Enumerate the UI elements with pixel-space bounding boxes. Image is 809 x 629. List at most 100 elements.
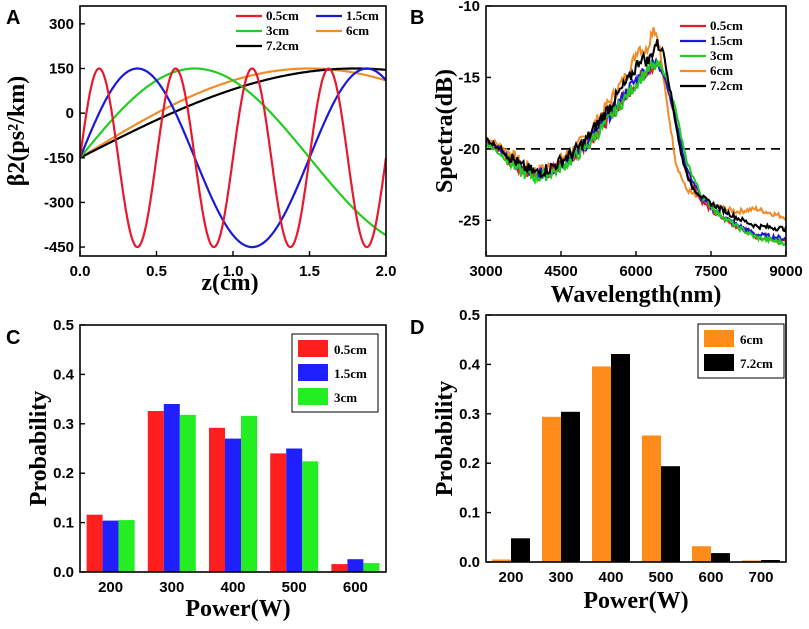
y-tick-label: 0.0 [53,564,74,581]
legend-label: 0.5cm [710,18,743,33]
bar-7.2cm-400 [611,354,630,562]
y-axis-label: Probability [26,391,52,507]
x-tick-label: 300 [548,569,573,586]
panel-label: B [410,7,424,29]
series-line-6cm [80,67,386,159]
panel-d: 200 300 400 500 600 700 0.0 0.1 0.2 0.3 0.4 0.5 D Pow… [410,307,787,614]
panel-label: D [410,317,424,339]
y-tick-label: 0.5 [53,317,74,334]
panel-a: 300 150 0 -150 -300 -450 0.0 0.5 1.0 1.5 2.0 Az(cm)… [4,5,396,296]
x-tick-label: 9000 [769,263,802,280]
x-axis-label: z(cm) [201,270,258,296]
bar-3cm-600 [363,563,380,572]
x-axis-label: Power(W) [583,588,688,614]
y-axis-label: Spectra(dB) [432,69,458,193]
y-tick-label: 0.2 [53,465,74,482]
bar-6cm-300 [542,416,561,562]
bar-0.5cm-400 [209,427,225,572]
bar-1.5cm-200 [102,520,119,572]
x-tick-label: 7500 [694,263,727,280]
x-tick-label: 1.0 [223,263,244,280]
bar-1.5cm-500 [286,448,303,572]
legend-label: 1.5cm [710,33,743,48]
bar-7.2cm-700 [761,560,780,562]
y-tick-label: 0.0 [459,554,480,571]
x-tick-label: 3000 [469,263,502,280]
legend-label: 3cm [710,48,733,63]
x-axis-label: Power(W) [185,596,290,622]
bar-3cm-200 [118,520,135,572]
y-tick-label: 0.1 [53,515,74,532]
x-tick-label: 600 [343,579,368,596]
y-tick-label: -10 [458,0,480,15]
legend-label: 0.5cm [266,8,299,23]
x-tick-label: 4500 [544,263,577,280]
series-line-3cm [486,58,786,247]
y-tick-label: -300 [44,194,74,211]
y-tick-label: 0.3 [459,406,480,423]
y-tick-label: 300 [49,16,74,33]
legend-swatch [704,354,734,371]
bar-3cm-500 [302,461,319,572]
legend-label: 1.5cm [346,8,379,23]
bar-3cm-300 [179,414,196,572]
y-tick-label: 0.1 [459,505,480,522]
y-tick-label: -450 [44,239,74,256]
legend-swatch [298,388,328,405]
legend-label: 7.2cm [266,38,299,53]
bar-6cm-200 [492,559,511,562]
legend-label: 7.2cm [710,78,743,93]
bar-7.2cm-300 [561,411,580,562]
legend-label: 3cm [266,23,289,38]
y-tick-label: 0.3 [53,416,74,433]
legend-swatch [704,330,734,347]
bar-7.2cm-500 [661,466,680,562]
plot-frame [79,324,387,573]
bar-0.5cm-500 [270,453,287,572]
x-tick-label: 300 [159,579,184,596]
y-axis-label: β2(ps²/km) [4,76,30,187]
x-tick-label: 700 [748,569,773,586]
y-tick-label: -25 [458,212,480,229]
y-tick-label: 0 [66,105,74,122]
legend-label: 3cm [334,390,357,405]
y-tick-label: 0.5 [459,307,480,324]
panel-c: 200 300 400 500 600 0.0 0.1 0.2 0.3 0.4 0.5 C Power(… [6,317,387,622]
legend-label: 6cm [346,23,369,38]
x-tick-label: 500 [648,569,673,586]
bar-0.5cm-300 [147,411,164,572]
x-tick-label: 400 [220,579,245,596]
y-tick-label: -150 [44,150,74,167]
legend-label: 1.5cm [334,366,367,381]
bar-6cm-400 [592,366,611,562]
series-line-7.2cm [80,67,386,159]
bar-6cm-500 [642,435,661,562]
series-line-3cm [80,67,386,237]
x-tick-label: 200 [98,579,123,596]
x-tick-label: 0.0 [70,263,91,280]
bar-0.5cm-600 [331,564,348,572]
y-tick-label: 150 [49,61,74,78]
y-tick-label: 0.4 [53,366,75,383]
y-tick-label: 0.4 [459,356,481,373]
panel-label: A [6,7,20,29]
panel-label: C [6,327,20,349]
y-axis-label: Probability [432,381,458,497]
y-tick-label: -20 [458,141,480,158]
legend-label: 6cm [710,63,733,78]
series-line-1.5cm [80,67,386,249]
x-tick-label: 200 [498,569,523,586]
x-tick-label: 6000 [619,263,652,280]
panel-b: -10 -15 -20 -25 3000 4500 6000 7500 9000 B Wavelen… [410,0,803,308]
x-tick-label: 1.5 [299,263,320,280]
legend-swatch [298,340,328,357]
y-tick-label: -15 [458,69,480,86]
bar-1.5cm-600 [347,559,364,572]
bar-0.5cm-200 [86,514,103,572]
bar-1.5cm-400 [225,438,241,572]
series-line-7.2cm [486,38,786,233]
series-line-0.5cm [80,67,386,249]
bar-6cm-600 [692,546,711,562]
bar-3cm-400 [241,415,257,572]
